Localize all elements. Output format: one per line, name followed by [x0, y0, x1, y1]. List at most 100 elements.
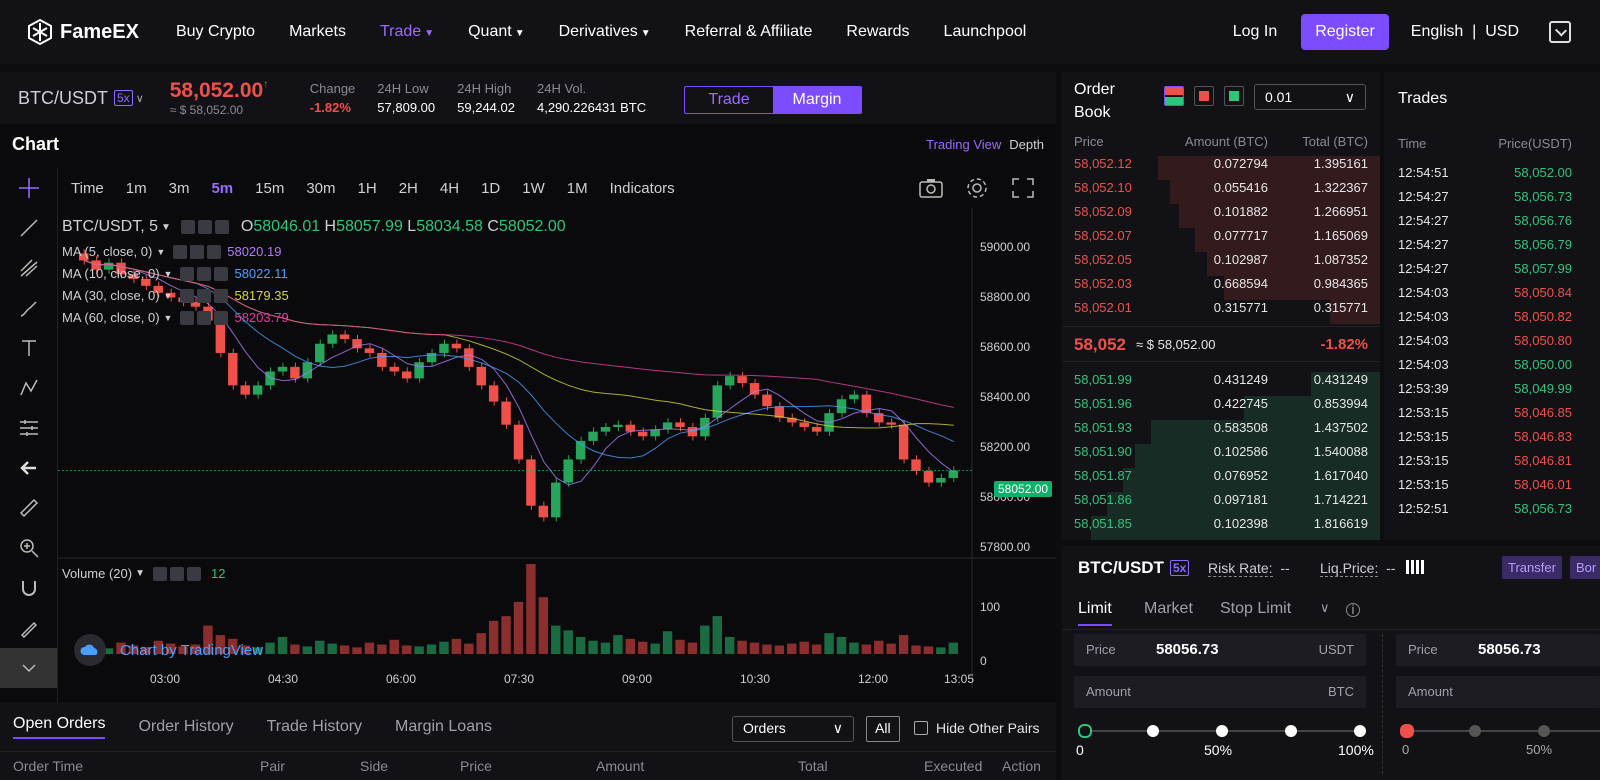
eye-icon[interactable]	[153, 566, 167, 581]
register-button[interactable]: Register	[1301, 14, 1389, 50]
settings-icon[interactable]	[170, 566, 184, 581]
ask-row[interactable]: 58,052.10 0.055416 1.322367	[1062, 176, 1380, 204]
pattern-tool[interactable]	[0, 368, 57, 408]
ask-row[interactable]: 58,052.12 0.072794 1.395161	[1062, 152, 1380, 180]
buy-slider[interactable]	[1078, 724, 1366, 738]
eye-icon[interactable]	[180, 220, 195, 234]
orders-filter-select[interactable]: Orders ∨	[732, 716, 854, 742]
buy-slider-tick[interactable]	[1216, 725, 1228, 737]
volume-label[interactable]: Volume (20)	[62, 566, 133, 581]
gear-icon[interactable]	[964, 176, 990, 200]
buy-price-field[interactable]: Price 58056.73 USDT	[1074, 634, 1366, 666]
eye-icon[interactable]	[173, 244, 188, 259]
transfer-button[interactable]: Transfer	[1502, 556, 1562, 579]
nav-quant[interactable]: Quant ▼	[468, 23, 525, 41]
collapse-tool[interactable]	[0, 648, 57, 688]
borrow-button[interactable]: Bor	[1570, 556, 1600, 579]
tab-limit[interactable]: Limit	[1078, 600, 1112, 626]
nav-referral[interactable]: Referral & Affiliate	[684, 23, 813, 40]
pair-selector[interactable]: BTC/USDT 5x ∨	[18, 88, 144, 109]
mode-trade-button[interactable]: Trade	[708, 91, 750, 108]
tf-30m[interactable]: 30m	[306, 179, 336, 197]
sell-slider-tick[interactable]	[1538, 725, 1550, 737]
mode-margin-button[interactable]: Margin	[773, 87, 861, 113]
settings-icon[interactable]	[197, 220, 212, 234]
brush-tool[interactable]	[0, 288, 57, 328]
bid-row[interactable]: 58,051.90 0.102586 1.540088	[1062, 440, 1380, 468]
tf-2h[interactable]: 2H	[398, 179, 418, 197]
depth-link[interactable]: Depth	[1009, 137, 1044, 152]
sell-slider[interactable]	[1400, 724, 1600, 738]
close-icon[interactable]	[214, 288, 229, 303]
nav-derivatives[interactable]: Derivatives ▼	[559, 23, 651, 41]
crosshair-tool[interactable]	[0, 168, 57, 208]
tab-stop-limit[interactable]: Stop Limit	[1220, 600, 1292, 617]
magnet-tool[interactable]	[0, 568, 57, 608]
settings-icon[interactable]	[197, 266, 212, 281]
tf-1mo[interactable]: 1M	[566, 179, 588, 197]
buy-price-value[interactable]: 58056.73	[1156, 641, 1219, 658]
tf-1m[interactable]: 1m	[125, 179, 147, 197]
tf-1d[interactable]: 1D	[481, 179, 501, 197]
ask-row[interactable]: 58,052.09 0.101882 1.266951	[1062, 200, 1380, 228]
ask-row[interactable]: 58,052.07 0.077717 1.165069	[1062, 224, 1380, 252]
tf-15m[interactable]: 15m	[255, 179, 285, 197]
eye-icon[interactable]	[180, 266, 195, 281]
text-tool[interactable]	[0, 328, 57, 368]
measure-tool[interactable]	[0, 408, 57, 448]
hide-other-checkbox[interactable]	[914, 721, 928, 735]
tab-market[interactable]: Market	[1144, 600, 1193, 617]
tab-margin-loans[interactable]: Margin Loans	[395, 717, 492, 735]
buy-amount-field[interactable]: Amount BTC	[1074, 676, 1366, 708]
indicators-button[interactable]: Indicators	[609, 179, 675, 197]
bid-row[interactable]: 58,051.86 0.097181 1.714221	[1062, 488, 1380, 516]
tf-5m[interactable]: 5m	[211, 179, 234, 197]
view-asks-icon[interactable]	[1194, 86, 1214, 106]
ask-row[interactable]: 58,052.05 0.102987 1.087352	[1062, 248, 1380, 276]
ma-label[interactable]: MA (60, close, 0)	[62, 310, 160, 325]
view-bids-icon[interactable]	[1224, 86, 1244, 106]
nav-trade[interactable]: Trade ▼	[380, 23, 434, 41]
tab-trade-history[interactable]: Trade History	[266, 717, 363, 735]
settings-icon[interactable]	[190, 244, 205, 259]
eye-icon[interactable]	[180, 288, 195, 303]
sell-price-field[interactable]: Price 58056.73	[1396, 634, 1600, 666]
ruler-tool[interactable]	[0, 488, 57, 528]
symbol-label[interactable]: BTC/USDT, 5	[62, 218, 159, 235]
tf-3m[interactable]: 3m	[168, 179, 190, 197]
tf-time[interactable]: Time	[71, 179, 104, 197]
all-button[interactable]: All	[866, 716, 900, 742]
line-tool[interactable]	[0, 208, 57, 248]
eye-icon[interactable]	[180, 310, 195, 325]
buy-slider-tick[interactable]	[1354, 725, 1366, 737]
ask-row[interactable]: 58,052.03 0.668594 0.984365	[1062, 272, 1380, 300]
sell-slider-knob[interactable]	[1400, 724, 1414, 738]
tf-1h[interactable]: 1H	[357, 179, 377, 197]
view-both-icon[interactable]	[1164, 86, 1184, 106]
language-currency[interactable]: English | USD	[1410, 23, 1519, 40]
close-icon[interactable]	[207, 244, 222, 259]
zoom-tool[interactable]	[0, 528, 57, 568]
lock-tool[interactable]	[0, 608, 57, 648]
settings-icon[interactable]	[197, 310, 212, 325]
hide-other-pairs[interactable]: Hide Other Pairs	[914, 720, 1039, 736]
tf-4h[interactable]: 4H	[439, 179, 460, 197]
buy-slider-knob[interactable]	[1078, 724, 1092, 738]
sell-amount-field[interactable]: Amount	[1396, 676, 1600, 708]
fullscreen-icon[interactable]	[1010, 176, 1036, 200]
candlestick-plot[interactable]	[58, 208, 1056, 702]
nav-launchpool[interactable]: Launchpool	[943, 23, 1027, 40]
back-tool[interactable]	[0, 448, 57, 488]
bid-row[interactable]: 58,051.96 0.422745 0.853994	[1062, 392, 1380, 420]
trading-view-link[interactable]: Trading View	[926, 137, 1002, 152]
tab-order-history[interactable]: Order History	[138, 717, 234, 735]
precision-select[interactable]: 0.01 ∨	[1254, 84, 1366, 110]
info-icon[interactable]: i	[1346, 603, 1360, 617]
nav-markets[interactable]: Markets	[289, 23, 346, 40]
tab-open-orders[interactable]: Open Orders	[13, 715, 106, 739]
logo[interactable]: FameEX	[26, 18, 139, 46]
sell-slider-tick[interactable]	[1469, 725, 1481, 737]
download-icon[interactable]	[1549, 21, 1571, 43]
bid-row[interactable]: 58,051.87 0.076952 1.617040	[1062, 464, 1380, 492]
ma-label[interactable]: MA (10, close, 0)	[62, 266, 160, 281]
